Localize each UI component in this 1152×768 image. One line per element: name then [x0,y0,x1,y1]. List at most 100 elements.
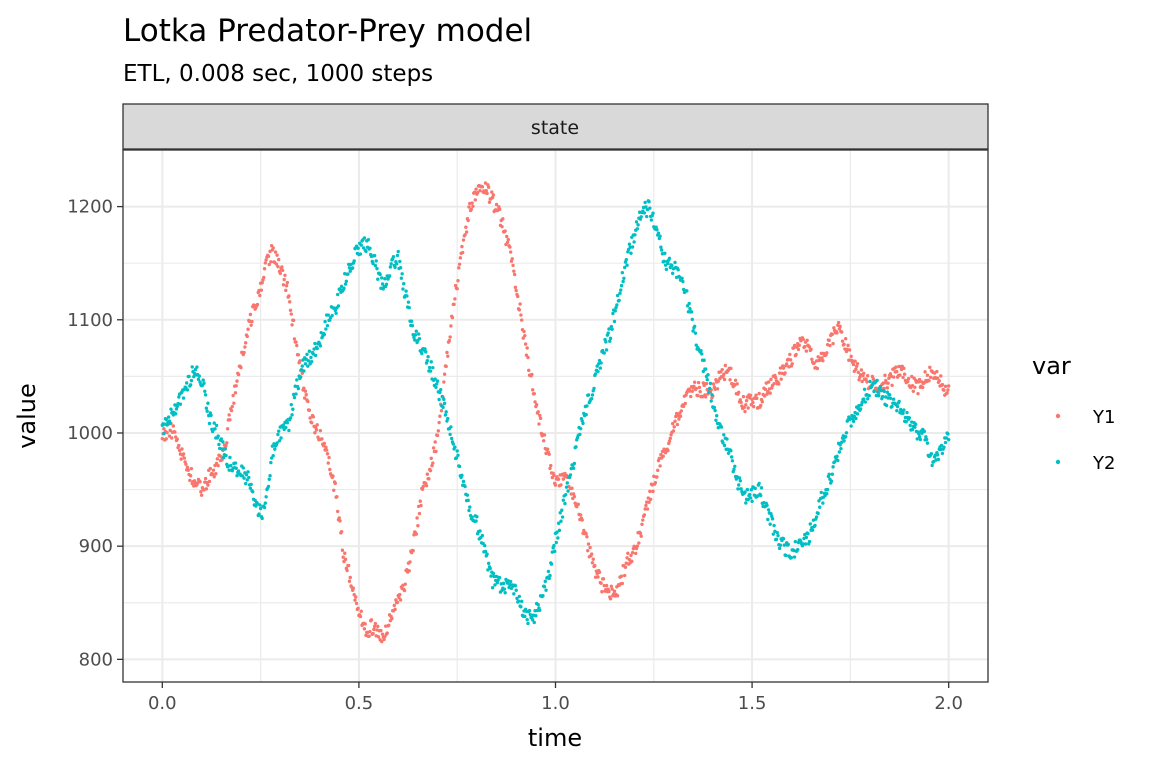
point-y1 [233,391,238,395]
point-y2 [446,416,450,421]
point-y2 [400,272,404,276]
point-y1 [519,318,524,322]
point-y1 [828,343,832,348]
point-y1 [600,590,604,594]
point-y1 [288,300,292,304]
point-y2 [206,401,210,405]
point-y2 [427,365,432,370]
point-y2 [372,253,377,258]
point-y2 [690,317,695,322]
point-y1 [506,237,511,242]
point-y2 [770,517,775,521]
point-y2 [312,347,316,351]
point-y1 [398,592,402,597]
point-y2 [858,407,863,411]
point-y2 [277,439,282,443]
point-y2 [676,268,680,272]
point-y2 [410,324,415,328]
point-y2 [373,263,378,268]
point-y2 [666,261,670,266]
point-y1 [162,426,166,431]
point-y1 [849,354,853,359]
point-y1 [460,244,464,249]
point-y2 [608,339,612,343]
point-y2 [618,291,622,295]
point-y1 [341,555,345,559]
point-y2 [451,442,455,446]
point-y2 [299,375,303,379]
point-y2 [843,434,848,439]
point-y2 [704,367,708,371]
point-y1 [519,313,523,317]
point-y2 [940,451,945,456]
point-y2 [271,454,275,458]
point-y2 [434,385,438,389]
point-y2 [356,246,360,250]
point-y2 [166,415,171,419]
point-y2 [371,261,375,266]
point-y1 [768,391,772,395]
y-axis-title: value [13,383,41,449]
point-y2 [743,490,747,494]
point-y1 [609,584,614,588]
point-y2 [915,437,919,441]
point-y2 [394,262,399,266]
point-y1 [505,234,509,239]
point-y1 [453,283,458,288]
point-y2 [359,243,363,247]
point-y2 [493,583,497,587]
point-y1 [215,457,220,461]
point-y1 [397,595,401,600]
point-y1 [601,577,606,581]
point-y2 [680,276,684,281]
point-y1 [456,279,460,283]
point-y2 [497,575,502,580]
point-y1 [940,382,945,387]
point-y2 [829,479,834,483]
point-y2 [549,562,554,566]
point-y2 [375,266,379,271]
point-y2 [568,473,573,477]
point-y2 [619,283,624,288]
point-y1 [648,497,653,502]
point-y2 [645,214,649,219]
point-y2 [651,211,655,215]
point-y2 [552,543,556,548]
point-y2 [691,329,695,333]
point-y2 [443,413,448,417]
point-y2 [712,405,717,410]
point-y2 [217,442,221,447]
point-y2 [910,427,915,432]
point-y1 [937,379,941,383]
point-y2 [942,445,946,449]
point-y2 [488,566,492,571]
point-y1 [464,230,469,234]
point-y1 [807,345,812,349]
point-y2 [832,460,837,464]
point-y1 [711,382,716,386]
point-y2 [346,272,350,276]
point-y1 [474,187,478,191]
point-y1 [346,563,351,568]
point-y1 [825,351,829,355]
point-y2 [457,464,462,469]
point-y2 [185,388,190,392]
point-y2 [306,359,311,363]
point-y2 [558,511,562,515]
point-y2 [748,496,753,500]
point-y2 [556,521,561,525]
y-tick-label: 800 [79,649,113,670]
point-y2 [388,265,393,269]
point-y2 [623,265,627,270]
point-y1 [259,288,264,292]
point-y1 [324,448,329,452]
point-y2 [943,440,948,445]
point-y2 [389,262,393,266]
point-y2 [399,276,404,280]
point-y2 [396,249,400,254]
point-y1 [846,343,850,348]
point-y2 [322,332,327,337]
point-y1 [408,560,412,564]
point-y1 [464,225,468,229]
point-y2 [334,311,338,316]
